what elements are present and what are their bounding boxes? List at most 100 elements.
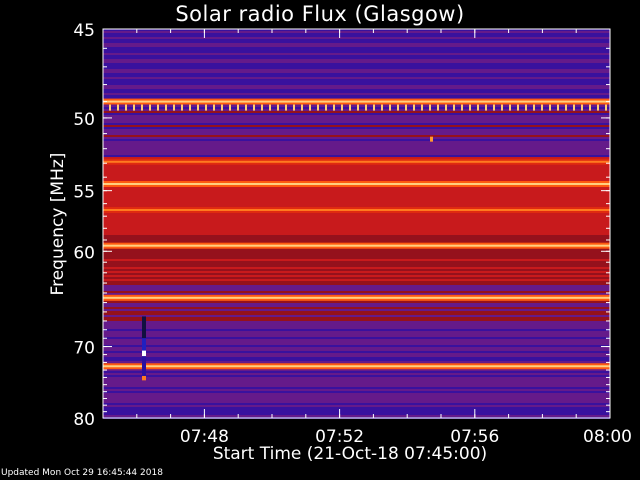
freq-row [103,137,610,139]
freq-row [103,395,610,397]
freq-row [103,249,610,251]
freq-row [103,213,610,215]
interference-spike [269,104,271,111]
freq-row [103,33,610,35]
freq-row [103,277,610,279]
interference-spike [373,104,375,111]
interference-spike [181,104,183,111]
freq-row [103,171,610,173]
freq-row [103,313,610,315]
y-axis-label: Frequency [MHz] [48,152,68,296]
interference-spike [125,104,127,111]
interference-spike [493,104,495,111]
freq-row [103,251,610,253]
emission-band-core [103,296,610,299]
interference-spike [365,104,367,111]
freq-row [103,315,610,317]
freq-row [103,177,610,179]
freq-row [103,359,610,361]
freq-row [103,39,610,41]
freq-row [103,43,610,45]
freq-row [103,261,610,263]
freq-row [103,357,610,359]
freq-row [103,189,610,191]
freq-row [103,119,610,121]
interference-spike [197,104,199,111]
emission-band-core [103,100,610,103]
freq-row [103,387,610,389]
dropout-segment [142,316,146,339]
freq-row [103,147,610,149]
freq-row [103,403,610,405]
freq-row [103,373,610,375]
freq-row [103,287,610,289]
interference-spike [573,104,575,111]
freq-row [103,179,610,181]
freq-row [103,303,610,305]
freq-row [103,343,610,345]
freq-row [103,339,610,341]
freq-row [103,83,610,85]
interference-spike [533,104,535,111]
freq-row [103,71,610,73]
freq-row [103,35,610,37]
freq-row [103,375,610,377]
interference-spike [173,104,175,111]
dropout-segment [142,375,146,381]
freq-row [103,293,610,295]
interference-spike [413,104,415,111]
freq-row [103,97,610,99]
interference-spike [485,104,487,111]
interference-spike [253,104,255,111]
freq-row [103,353,610,355]
freq-row [103,55,610,57]
freq-row [103,347,610,349]
freq-row [103,317,610,319]
dropout-segment [142,350,146,357]
interference-spike [317,104,319,111]
freq-row [103,335,610,337]
freq-row [103,87,610,89]
freq-row [103,323,610,325]
interference-dot [430,136,434,142]
freq-row [103,241,610,243]
freq-row [103,63,610,65]
interference-spike [229,104,231,111]
freq-row [103,225,610,227]
freq-row [103,413,610,415]
freq-row [103,253,610,255]
freq-row [103,167,610,169]
freq-row [103,337,610,339]
interference-spike [357,104,359,111]
freq-row [103,111,610,113]
freq-row [103,237,610,239]
freq-row [103,127,610,129]
freq-row [103,107,610,109]
freq-row [103,411,610,413]
interference-spike [237,104,239,111]
x-tick-label: 07:56 [450,427,499,447]
interference-spike [389,104,391,111]
freq-row [103,383,610,385]
interference-spike [309,104,311,111]
freq-row [103,65,610,67]
freq-row [103,381,610,383]
interference-spike [541,104,543,111]
freq-row [103,371,610,373]
freq-row [103,265,610,267]
interference-spike [581,104,583,111]
freq-row [103,143,610,145]
freq-row [103,203,610,205]
interference-spike [109,104,111,111]
freq-row [103,135,610,137]
emission-band-core [103,365,610,368]
freq-row [103,53,610,55]
freq-row [103,285,610,287]
freq-row [103,197,610,199]
freq-row [103,377,610,379]
freq-row [103,153,610,155]
freq-row [103,361,610,363]
freq-row [103,267,610,269]
freq-row [103,41,610,43]
interference-spike [141,104,143,111]
